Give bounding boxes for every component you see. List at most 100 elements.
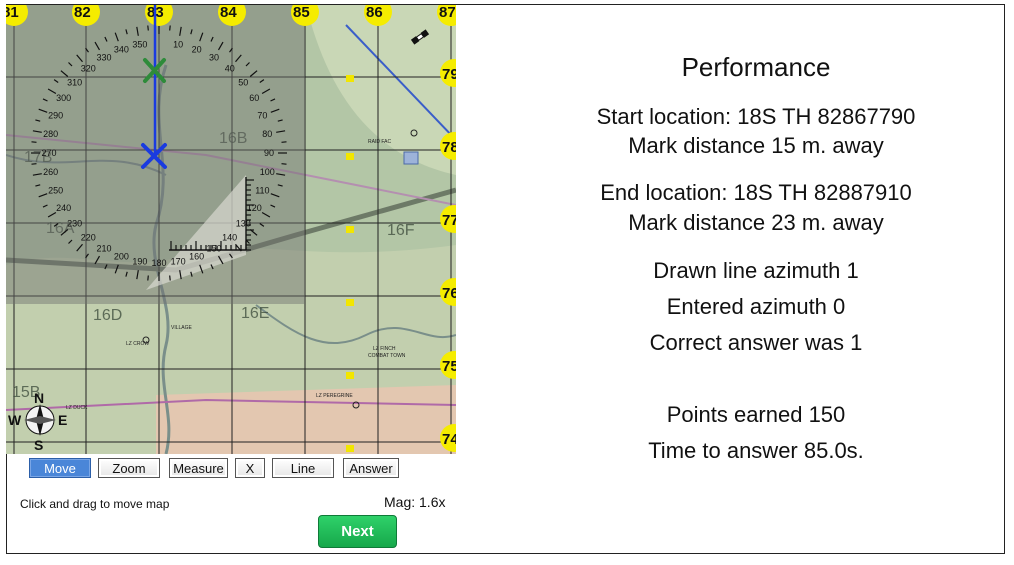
protractor-tick (85, 253, 89, 259)
grid-square-label: 16B (219, 130, 247, 147)
grid-label-bubble (291, 5, 319, 26)
end-location: End location: 18S TH 82887910 (600, 180, 912, 205)
grid-label-bubble (440, 424, 456, 452)
grid-label-bubble (440, 278, 456, 306)
place-label: COMBAT TOWN (368, 353, 406, 359)
protractor-tick (277, 119, 283, 122)
protractor-tick (245, 62, 250, 67)
protractor-tick-label: 320 (81, 64, 96, 74)
protractor-tick (114, 32, 119, 42)
grid-marker (346, 226, 354, 233)
protractor-tick (147, 275, 149, 281)
protractor-tick-label: 40 (225, 64, 235, 74)
compass-east: E (58, 412, 67, 428)
compass-north: N (34, 390, 44, 406)
grid-marker (346, 372, 354, 379)
correct-answer: Correct answer was 1 (649, 330, 863, 355)
protractor-tick-label: 290 (48, 110, 63, 120)
protractor-tick (235, 54, 242, 63)
protractor-tick (277, 184, 283, 187)
protractor-tick-label: 150 (206, 243, 221, 253)
protractor-tick (190, 29, 193, 35)
protractor-tick-label: 70 (257, 110, 267, 120)
protractor-tick (35, 119, 41, 122)
grid-label-bubble (364, 5, 392, 26)
grid-label-top: 86 (366, 5, 383, 21)
protractor-tick (259, 79, 265, 83)
map-view[interactable]: 16B 17B 16A 16F 16D 16E 15B LZ FINCH COM… (6, 5, 456, 454)
protractor-tick-label: 50 (238, 77, 248, 87)
protractor-tick-label: 280 (43, 129, 58, 139)
grid-label-right: 76 (442, 285, 456, 302)
landmark-icon (352, 401, 360, 409)
hint-text: Click and drag to move map (20, 497, 170, 511)
grid-square-label: 16A (46, 220, 75, 237)
protractor-tick (261, 88, 271, 95)
protractor-tick-label: 10 (173, 40, 183, 50)
protractor-tick (249, 70, 258, 77)
answer-button[interactable]: Answer (343, 458, 399, 478)
grid-label-bubble (72, 5, 100, 26)
grid-label-right: 75 (442, 358, 456, 375)
grid-marker (346, 75, 354, 82)
end-mark-distance: Mark distance 23 m. away (628, 210, 884, 235)
grid-label-right: 77 (442, 212, 456, 229)
protractor-tick (136, 26, 139, 36)
terrain-ridge (306, 5, 456, 175)
protractor-tick (53, 223, 59, 227)
protractor-tick (210, 264, 214, 270)
protractor-tick-label: 330 (96, 53, 111, 63)
protractor-tick-label: 240 (56, 203, 71, 213)
place-label: LZ FINCH (373, 346, 396, 352)
x-button[interactable]: X (235, 458, 265, 478)
satellite-icon[interactable] (410, 29, 430, 45)
protractor-tick-label: 270 (41, 148, 56, 158)
protractor-tick-label: 220 (81, 232, 96, 242)
protractor-tick (94, 255, 101, 265)
protractor-tick-label: 180 (151, 258, 166, 268)
landmark-icon (142, 336, 150, 344)
protractor-tick-label: 250 (48, 186, 63, 196)
protractor-tick (60, 70, 69, 77)
performance-title: Performance (681, 52, 831, 82)
grid-marker (346, 153, 354, 160)
protractor-tick (169, 275, 171, 281)
protractor-tick (42, 204, 48, 208)
protractor-tick (47, 88, 57, 95)
protractor-tick (169, 25, 171, 31)
protractor-tick-label: 100 (260, 167, 275, 177)
grid-square-label: 16D (93, 307, 122, 324)
map-canvas[interactable]: 16B 17B 16A 16F 16D 16E 15B LZ FINCH COM… (6, 5, 456, 454)
landmark-icon (410, 129, 418, 137)
measure-button[interactable]: Measure (169, 458, 228, 478)
grid-marker (346, 445, 354, 452)
protractor-tick (42, 98, 48, 102)
protractor-tick (281, 163, 287, 165)
protractor-tick (199, 264, 204, 274)
protractor-tick (38, 108, 48, 113)
protractor-tick-label: 190 (132, 256, 147, 266)
boundary-line (6, 134, 456, 206)
protractor-tick (210, 36, 214, 42)
protractor-tick (32, 130, 42, 133)
line-button[interactable]: Line (272, 458, 334, 478)
grid-label-bubble (440, 351, 456, 379)
grid-square-label: 15B (12, 384, 40, 401)
grid-label-bubble (145, 5, 173, 26)
protractor-tick-label: 110 (255, 186, 269, 196)
protractor-tick (94, 41, 101, 51)
protractor-tick (32, 173, 42, 176)
protractor-tick (229, 253, 233, 259)
protractor-tick (217, 255, 224, 265)
protractor-tick-label: 230 (67, 219, 82, 229)
protractor-tick-label: 140 (222, 232, 237, 242)
move-button[interactable]: Move (29, 458, 91, 478)
stream (255, 304, 456, 344)
grid-square-label: 16E (241, 305, 269, 322)
place-label: LZ PEREGRINE (316, 393, 353, 399)
zoom-button[interactable]: Zoom (98, 458, 160, 478)
end-marker (141, 143, 167, 169)
protractor-tick (270, 98, 276, 102)
next-button[interactable]: Next (318, 515, 397, 548)
protractor-tick (270, 204, 276, 208)
